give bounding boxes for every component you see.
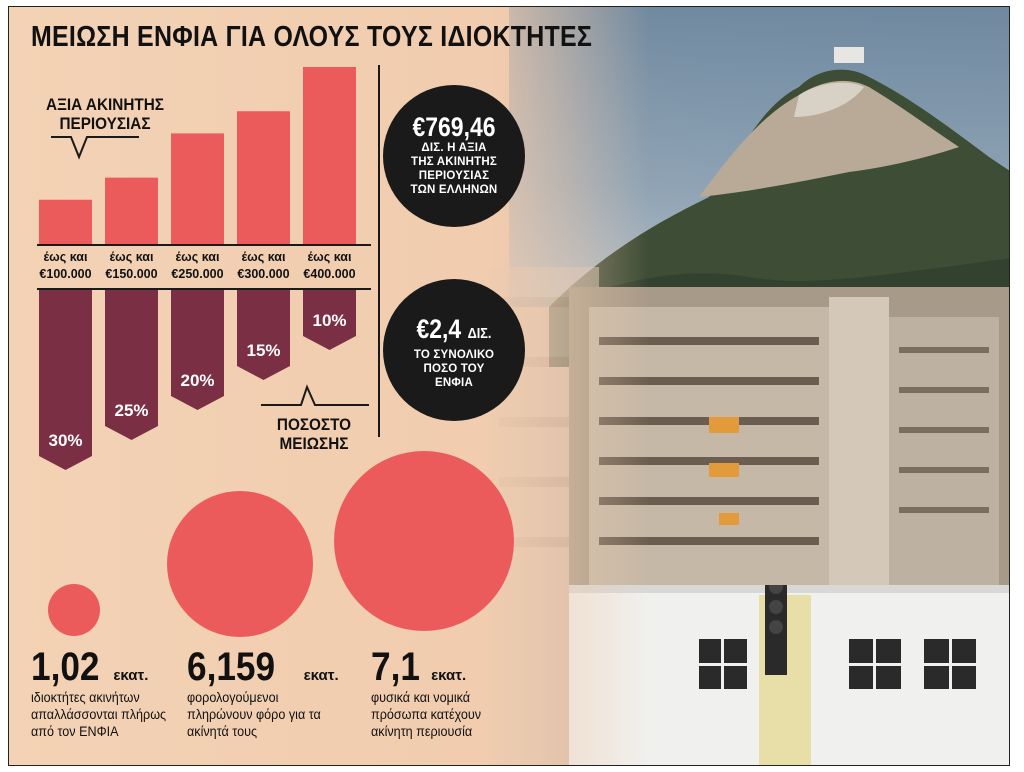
category-label: έως και — [44, 250, 88, 264]
reduction-bar — [105, 290, 158, 440]
reduction-value-label: 10% — [312, 311, 346, 330]
reduction-value-label: 15% — [246, 341, 280, 360]
stat-desc-line: ΠΕΡΙΟΥΣΙΑΣ — [418, 170, 490, 182]
category-label: έως και — [242, 250, 286, 264]
property-value-label: ΑΞΙΑ ΑΚΙΝΗΤΗΣ ΠΕΡΙΟΥΣΙΑΣ — [42, 95, 168, 133]
property-value-bar — [303, 67, 356, 244]
infographic-title: ΜΕΙΩΣΗ ΕΝΦΙΑ ΓΙΑ ΟΛΟΥΣ ΤΟΥΣ ΙΔΙΟΚΤΗΤΕΣ — [31, 21, 593, 53]
category-label: €400.000 — [303, 267, 355, 281]
bubble-desc-line: ακίνητά τους — [187, 723, 258, 739]
stat-desc-line: ΤΩΝ ΕΛΛΗΝΩΝ — [410, 184, 498, 196]
bubble-desc-line: πρόσωπα κατέχουν — [371, 706, 482, 722]
reduction-pointer — [261, 384, 369, 406]
category-label: €300.000 — [237, 267, 289, 281]
bubble-desc-line: φυσικά και νομικά — [371, 689, 471, 705]
stat-circle-enfia-total: €2,4 ΔΙΣ. ΤΟ ΣΥΝΟΛΙΚΟ ΠΟΣΟ ΤΟΥ ΕΝΦΙΑ — [383, 279, 525, 421]
stat-desc-line: ΠΟΣΟ ΤΟΥ — [423, 363, 485, 375]
stat-desc-line: ΤΟ ΣΥΝΟΛΙΚΟ — [413, 349, 495, 361]
bubble-unit: εκατ. — [431, 667, 467, 684]
stat-value: €2,4 — [416, 314, 462, 344]
stat-desc-line: ΔΙΣ. Η ΑΞΙΑ — [421, 142, 487, 154]
reduction-value-label: 30% — [48, 431, 82, 450]
bubble-stat-property-holders: 7,1 εκατ. φυσικά και νομικά πρόσωπα κατέ… — [371, 647, 551, 740]
category-label: έως και — [110, 250, 154, 264]
bubble-stat-taxpayers: 6,159 εκατ. φορολογούμενοι πληρώνουν φόρ… — [187, 647, 387, 740]
bubble-desc-line: ακίνητη περιουσία — [371, 723, 473, 739]
property-value-bar — [39, 199, 92, 244]
reduction-bar — [171, 290, 224, 410]
stat-value: €769,46 — [412, 112, 496, 142]
stat-value-suffix: ΔΙΣ. — [467, 325, 492, 342]
bar-chart: έως και €100.000 30% έως και €150.000 25% έως … — [37, 65, 380, 470]
stat-value-line: €2,4 ΔΙΣ. — [394, 315, 515, 348]
bubble-description: ιδιοκτήτες ακινήτων απαλλάσσονται πλήρως… — [31, 689, 202, 740]
bubble-taxpayers — [167, 491, 313, 637]
reduction-value-label: 25% — [114, 401, 148, 420]
reduction-bar — [39, 290, 92, 470]
reduction-bar — [303, 290, 356, 350]
bubble-desc-line: πληρώνουν φόρο για τα — [187, 706, 321, 722]
stat-desc-line: ΕΝΦΙΑ — [435, 377, 473, 389]
bubble-desc-line: απαλλάσσονται πλήρως — [31, 706, 167, 722]
reduction-bar — [237, 290, 290, 380]
property-value-bar — [171, 133, 224, 244]
bubble-description: φορολογούμενοι πληρώνουν φόρο για τα ακί… — [187, 689, 367, 740]
reduction-percent-label: ΠΟΣΟΣΤΟ ΜΕΙΩΣΗΣ — [256, 415, 373, 453]
reduction-label-line: ΠΟΣΟΣΤΟ — [276, 415, 352, 434]
bubble-description: φυσικά και νομικά πρόσωπα κατέχουν ακίνη… — [371, 689, 533, 740]
stat-desc-line: ΤΗΣ ΑΚΙΝΗΤΗΣ — [410, 156, 498, 168]
reduction-label-line: ΜΕΙΩΣΗΣ — [279, 434, 349, 453]
category-label: €100.000 — [39, 267, 91, 281]
category-label: έως και — [176, 250, 220, 264]
property-value-bar — [105, 177, 158, 244]
bubble-number: 7,1 — [371, 645, 420, 689]
bubble-number: 1,02 — [31, 645, 100, 689]
bubble-stat-exempt: 1,02 εκατ. ιδιοκτήτες ακινήτων απαλλάσσο… — [31, 647, 221, 740]
category-label: έως και — [308, 250, 352, 264]
bubble-desc-line: από τον ΕΝΦΙΑ — [31, 723, 119, 739]
bubble-exempt-owners — [48, 584, 100, 636]
bubble-desc-line: ιδιοκτήτες ακινήτων — [31, 689, 140, 705]
bubble-desc-line: φορολογούμενοι — [187, 689, 279, 705]
bubble-unit: εκατ. — [303, 667, 339, 684]
bubble-number: 6,159 — [187, 645, 276, 689]
reduction-value-label: 20% — [180, 371, 214, 390]
bubble-unit: εκατ. — [113, 667, 149, 684]
category-label: €150.000 — [105, 267, 157, 281]
property-value-label-line: ΠΕΡΙΟΥΣΙΑΣ — [59, 114, 151, 133]
property-value-bar — [237, 111, 290, 244]
property-value-pointer — [51, 136, 139, 160]
infographic: ΜΕΙΩΣΗ ΕΝΦΙΑ ΓΙΑ ΟΛΟΥΣ ΤΟΥΣ ΙΔΙΟΚΤΗΤΕΣ έ… — [8, 6, 1010, 766]
bubble-property-holders — [334, 451, 514, 631]
property-value-label-line: ΑΞΙΑ ΑΚΙΝΗΤΗΣ — [46, 95, 164, 114]
category-label: €250.000 — [171, 267, 223, 281]
stat-circle-property-value: €769,46 ΔΙΣ. Η ΑΞΙΑ ΤΗΣ ΑΚΙΝΗΤΗΣ ΠΕΡΙΟΥΣ… — [383, 85, 525, 227]
